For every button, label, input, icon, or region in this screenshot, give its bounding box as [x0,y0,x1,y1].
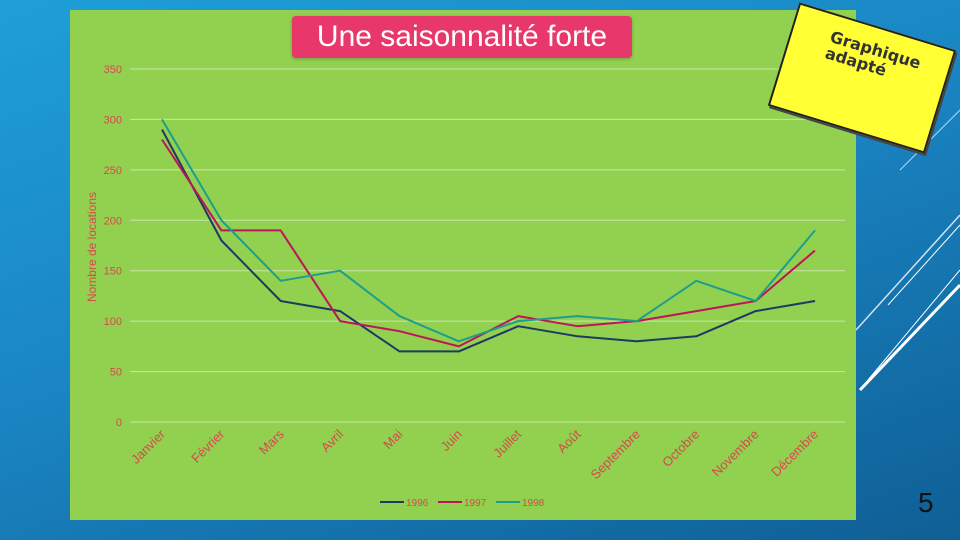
y-tick-label: 100 [104,316,122,328]
y-tick-labels: 0 50 100 150 200 250 300 350 [104,64,122,429]
y-tick-label: 0 [116,417,122,429]
y-tick-label: 300 [104,114,122,126]
x-tick-label: Juillet [490,426,524,460]
x-tick-label: Novembre [709,427,762,480]
legend-label: 1997 [464,498,487,509]
y-axis-label: Nombre de locations [85,192,99,302]
x-tick-label: Janvier [128,426,169,467]
x-tick-label: Octobre [659,427,702,470]
series-line-1996 [161,129,816,353]
page-number: 5 [918,487,934,518]
y-tick-label: 350 [104,64,122,76]
legend-label: 1996 [406,498,429,509]
legend-label: 1998 [522,498,545,509]
x-tick-label: Avril [318,426,346,454]
series-line-1997 [161,139,816,348]
x-tick-label: Décembre [768,427,821,480]
y-tick-label: 200 [104,215,122,227]
x-tick-label: Août [554,426,584,456]
x-tick-label: Février [188,426,228,466]
y-tick-label: 50 [110,367,122,379]
chart-panel [70,10,856,520]
series-line-1998 [161,118,816,343]
slide-title-box: Une saisonnalité forte [292,16,632,58]
y-tick-label: 150 [104,266,122,278]
x-tick-label: Juin [437,427,464,454]
x-tick-label: Mars [256,426,287,457]
slide-title: Une saisonnalité forte [316,20,608,53]
series-lines [161,118,816,353]
x-tick-label: Septembre [587,427,643,483]
x-tick-label: Mai [380,426,405,451]
x-tick-labels: Janvier Février Mars Avril Mai Juin Juillet Aoû… [128,426,821,482]
gridlines [130,68,845,423]
y-tick-label: 250 [104,165,122,177]
legend: 1996 1997 1998 [380,498,545,509]
